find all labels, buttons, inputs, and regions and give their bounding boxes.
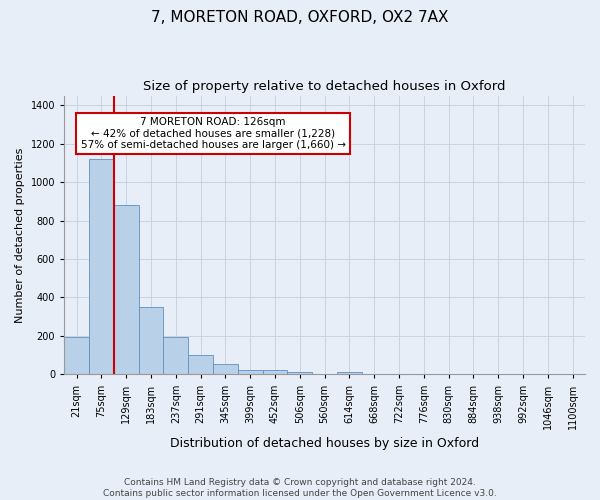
Text: 7 MORETON ROAD: 126sqm
← 42% of detached houses are smaller (1,228)
57% of semi-: 7 MORETON ROAD: 126sqm ← 42% of detached… xyxy=(80,116,346,150)
Bar xyxy=(163,338,188,374)
Text: 7, MORETON ROAD, OXFORD, OX2 7AX: 7, MORETON ROAD, OXFORD, OX2 7AX xyxy=(151,10,449,25)
Y-axis label: Number of detached properties: Number of detached properties xyxy=(15,148,25,322)
Title: Size of property relative to detached houses in Oxford: Size of property relative to detached ho… xyxy=(143,80,506,93)
Bar xyxy=(139,307,163,374)
X-axis label: Distribution of detached houses by size in Oxford: Distribution of detached houses by size … xyxy=(170,437,479,450)
Bar xyxy=(263,370,287,374)
Bar xyxy=(89,159,114,374)
Bar xyxy=(238,370,263,374)
Bar xyxy=(213,364,238,374)
Bar xyxy=(114,205,139,374)
Bar xyxy=(64,336,89,374)
Bar xyxy=(188,355,213,374)
Bar xyxy=(287,372,312,374)
Bar xyxy=(337,372,362,374)
Text: Contains HM Land Registry data © Crown copyright and database right 2024.
Contai: Contains HM Land Registry data © Crown c… xyxy=(103,478,497,498)
